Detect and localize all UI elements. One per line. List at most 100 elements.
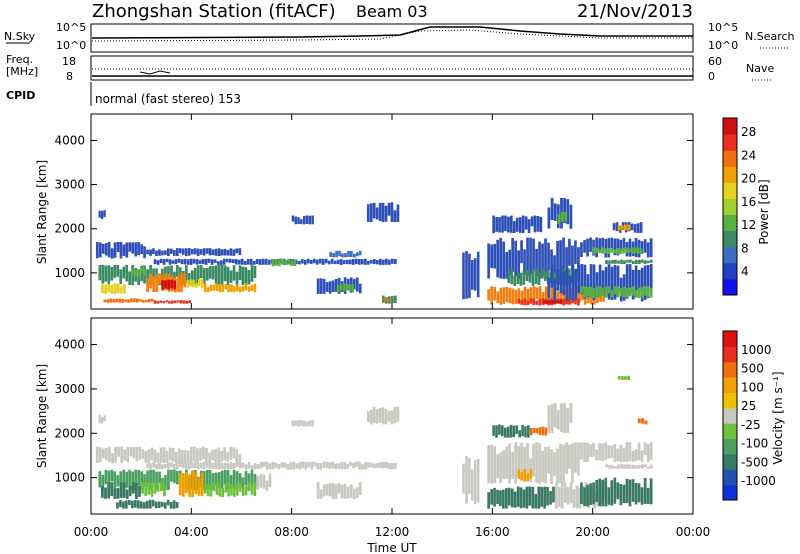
velocity-scatter-mark [108,446,111,463]
velocity-scatter-mark [220,462,224,470]
velocity-scatter-mark [156,482,160,492]
power-y-tick-label: 2000 [54,222,85,236]
velocity-scatter-mark [517,446,520,474]
velocity-colorbar-swatch [723,438,737,455]
power-scatter-mark [107,265,111,285]
power-scatter-mark [140,265,143,282]
power-scatter-mark [351,283,354,293]
time-xlabel: Time UT [366,541,417,554]
velocity-scatter-mark [177,448,181,462]
power-scatter-mark [511,288,515,305]
velocity-scatter-mark [214,472,218,486]
velocity-scatter-mark [159,447,163,463]
power-scatter-mark [519,272,523,286]
velocity-scatter-mark [190,446,193,464]
velocity-scatter-mark [132,447,136,459]
power-scatter-mark [373,259,376,264]
power-scatter-mark [564,212,568,222]
power-scatter-mark [199,249,203,255]
velocity-scatter-mark [322,461,326,468]
velocity-scatter-mark [283,462,287,468]
velocity-scatter-mark [509,424,513,438]
velocity-scatter-mark [224,483,227,493]
velocity-scatter-mark [238,461,242,469]
velocity-scatter-mark [372,406,376,424]
power-scatter-mark [592,288,595,298]
velocity-panel: 1000 2000 3000 4000 Slant Range [km] 1000 50… [35,317,785,515]
power-scatter-mark [244,283,248,291]
velocity-scatter-mark [173,469,176,484]
power-scatter-mark [514,240,517,277]
power-scatter-mark [557,214,561,225]
power-scatter-mark [610,266,614,300]
velocity-scatter-mark [524,426,527,438]
power-scatter-mark [329,252,332,257]
velocity-scatter-mark [538,442,541,484]
velocity-scatter-mark [297,420,300,427]
velocity-scatter-mark [471,469,474,501]
power-scatter-mark [608,260,611,264]
power-colorbar-tick-label: 12 [741,218,756,232]
power-scatter-mark [331,280,335,292]
power-scatter-mark [150,298,154,302]
power-scatter-mark [217,264,221,286]
power-scatter-mark [281,258,284,265]
velocity-scatter-mark [168,447,172,461]
power-scatter-mark [605,260,608,264]
power-scatter-mark [137,269,140,277]
velocity-scatter-mark [543,486,546,509]
velocity-scatter-mark [544,427,548,436]
power-scatter-mark [203,283,207,293]
power-scatter-mark [583,264,587,299]
velocity-scatter-mark [520,471,524,481]
velocity-scatter-mark [519,487,523,509]
power-scatter-mark [113,264,117,278]
velocity-scatter-mark [172,500,176,509]
velocity-scatter-mark [541,450,544,483]
velocity-scatter-mark [229,475,233,490]
velocity-scatter-mark [589,444,592,457]
velocity-scatter-mark [241,487,245,497]
velocity-scatter-mark [528,486,532,506]
velocity-scatter-mark [622,484,626,503]
power-scatter-mark [309,260,313,264]
power-scatter-mark [222,258,226,265]
power-scatter-mark [274,260,278,266]
power-scatter-mark [523,286,527,303]
power-scatter-mark [640,267,644,302]
velocity-scatter-mark [143,502,146,509]
power-scatter-mark [529,287,533,303]
power-scatter-mark [560,211,564,222]
power-scatter-mark [335,250,338,258]
velocity-scatter-mark [111,453,114,464]
velocity-scatter-mark [560,482,564,509]
power-scatter-mark [171,300,174,304]
power-scatter-mark [607,264,611,300]
velocity-scatter-mark [217,447,220,463]
velocity-scatter-mark [188,474,191,497]
velocity-scatter-mark [289,462,293,470]
power-scatter-mark [625,287,629,298]
power-scatter-mark [390,202,394,222]
power-scatter-mark [204,258,208,265]
power-scatter-mark [535,287,539,299]
nsearch-tick-bottom: 10^0 [708,39,738,52]
power-scatter-mark [517,288,521,304]
power-scatter-mark [144,299,148,303]
x-tick-label: 00:00 [676,525,711,539]
power-scatter-mark [580,264,584,295]
power-scatter-mark [216,261,220,265]
power-scatter-mark [186,280,189,288]
velocity-scatter-mark [294,420,297,426]
power-scatter-mark [332,252,335,258]
velocity-scatter-mark [325,484,329,496]
power-scatter-mark [147,298,151,303]
power-scatter-mark [629,259,632,263]
power-scatter-mark [619,248,622,254]
velocity-scatter-mark [625,442,629,462]
power-scatter-mark [342,283,346,292]
velocity-scatter-mark [563,403,566,434]
power-scatter-mark [183,258,187,265]
power-scatter-mark [571,245,574,276]
velocity-scatter-mark [620,464,623,469]
